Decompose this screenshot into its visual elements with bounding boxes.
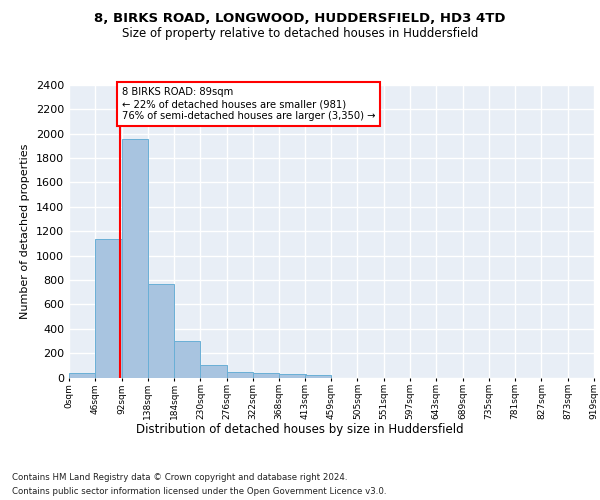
- Text: Contains public sector information licensed under the Open Government Licence v3: Contains public sector information licen…: [12, 488, 386, 496]
- Text: Contains HM Land Registry data © Crown copyright and database right 2024.: Contains HM Land Registry data © Crown c…: [12, 472, 347, 482]
- Bar: [305, 376, 331, 378]
- Bar: [253, 373, 279, 378]
- Bar: [69, 373, 95, 378]
- Bar: [200, 366, 227, 378]
- Bar: [174, 341, 200, 378]
- Text: 8, BIRKS ROAD, LONGWOOD, HUDDERSFIELD, HD3 4TD: 8, BIRKS ROAD, LONGWOOD, HUDDERSFIELD, H…: [94, 12, 506, 26]
- Y-axis label: Number of detached properties: Number of detached properties: [20, 144, 31, 319]
- Text: Size of property relative to detached houses in Huddersfield: Size of property relative to detached ho…: [122, 28, 478, 40]
- Text: Distribution of detached houses by size in Huddersfield: Distribution of detached houses by size …: [136, 422, 464, 436]
- Bar: [227, 372, 253, 378]
- Bar: [122, 138, 148, 378]
- Bar: [279, 374, 305, 378]
- Bar: [148, 284, 174, 378]
- Text: 8 BIRKS ROAD: 89sqm
← 22% of detached houses are smaller (981)
76% of semi-detac: 8 BIRKS ROAD: 89sqm ← 22% of detached ho…: [122, 88, 375, 120]
- Bar: [95, 238, 122, 378]
